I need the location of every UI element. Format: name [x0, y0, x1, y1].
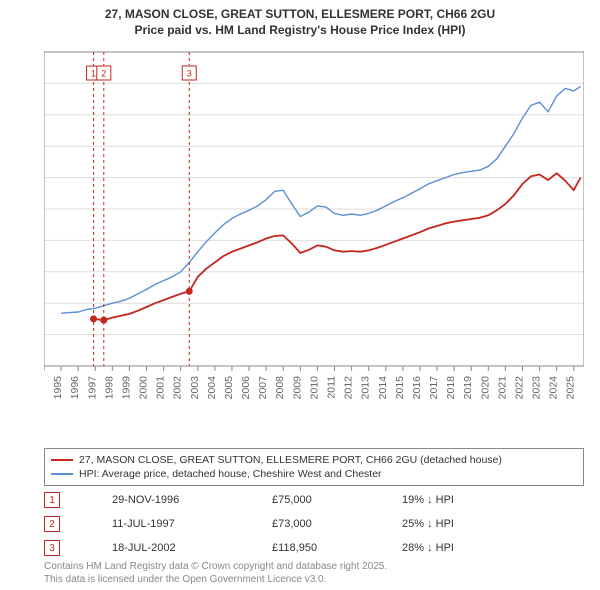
line-chart: £0£50,000£100,000£150,000£200,000£250,00… — [44, 44, 584, 414]
svg-text:2014: 2014 — [377, 376, 389, 400]
svg-text:2009: 2009 — [291, 376, 303, 400]
svg-text:2000: 2000 — [138, 376, 150, 400]
svg-text:1994: 1994 — [44, 376, 47, 400]
sale-row: 3 18-JUL-2002 £118,950 28% ↓ HPI — [44, 538, 584, 558]
title-block: 27, MASON CLOSE, GREAT SUTTON, ELLESMERE… — [0, 0, 600, 40]
attribution-line2: This data is licensed under the Open Gov… — [44, 573, 387, 586]
sale-delta: 28% ↓ HPI — [402, 542, 522, 554]
svg-text:2016: 2016 — [411, 376, 423, 400]
svg-text:1: 1 — [91, 69, 96, 79]
legend-swatch — [51, 473, 73, 475]
svg-text:2017: 2017 — [428, 376, 440, 400]
sale-price: £75,000 — [272, 494, 362, 506]
svg-text:1996: 1996 — [69, 376, 81, 400]
svg-text:2001: 2001 — [155, 376, 167, 400]
svg-text:1995: 1995 — [52, 376, 64, 400]
svg-text:2011: 2011 — [326, 376, 338, 399]
legend-row: HPI: Average price, detached house, Ches… — [51, 467, 577, 481]
svg-text:2020: 2020 — [479, 376, 491, 400]
sale-price: £73,000 — [272, 518, 362, 530]
svg-text:2008: 2008 — [274, 376, 286, 400]
sale-badge: 3 — [44, 540, 60, 556]
svg-text:2004: 2004 — [206, 376, 218, 400]
svg-text:1997: 1997 — [86, 376, 98, 400]
sale-delta: 25% ↓ HPI — [402, 518, 522, 530]
legend-label: 27, MASON CLOSE, GREAT SUTTON, ELLESMERE… — [79, 454, 502, 466]
attribution-line1: Contains HM Land Registry data © Crown c… — [44, 560, 387, 573]
svg-text:2005: 2005 — [223, 376, 235, 400]
sale-price: £118,950 — [272, 542, 362, 554]
svg-text:2003: 2003 — [189, 376, 201, 400]
title-line1: 27, MASON CLOSE, GREAT SUTTON, ELLESMERE… — [0, 6, 600, 22]
svg-text:2021: 2021 — [496, 376, 508, 400]
chart-area: £0£50,000£100,000£150,000£200,000£250,00… — [44, 44, 584, 414]
title-line2: Price paid vs. HM Land Registry's House … — [0, 22, 600, 38]
legend-swatch — [51, 459, 73, 461]
svg-text:2015: 2015 — [394, 376, 406, 400]
svg-text:1998: 1998 — [103, 376, 115, 400]
sale-date: 29-NOV-1996 — [112, 494, 232, 506]
svg-text:2024: 2024 — [548, 376, 560, 400]
svg-text:2025: 2025 — [565, 376, 577, 400]
svg-text:3: 3 — [187, 69, 192, 79]
sale-date: 11-JUL-1997 — [112, 518, 232, 530]
attribution: Contains HM Land Registry data © Crown c… — [44, 560, 387, 586]
svg-text:2013: 2013 — [360, 376, 372, 400]
svg-text:2002: 2002 — [172, 376, 184, 400]
svg-text:2006: 2006 — [240, 376, 252, 400]
svg-text:1999: 1999 — [120, 376, 132, 400]
container: 27, MASON CLOSE, GREAT SUTTON, ELLESMERE… — [0, 0, 600, 590]
svg-text:2018: 2018 — [445, 376, 457, 400]
svg-text:2022: 2022 — [513, 376, 525, 400]
sale-badge: 2 — [44, 516, 60, 532]
svg-text:2019: 2019 — [462, 376, 474, 400]
sale-delta: 19% ↓ HPI — [402, 494, 522, 506]
legend-label: HPI: Average price, detached house, Ches… — [79, 468, 382, 480]
svg-text:2007: 2007 — [257, 376, 269, 400]
legend: 27, MASON CLOSE, GREAT SUTTON, ELLESMERE… — [44, 448, 584, 486]
legend-row: 27, MASON CLOSE, GREAT SUTTON, ELLESMERE… — [51, 453, 577, 467]
svg-text:2010: 2010 — [308, 376, 320, 400]
sale-row: 1 29-NOV-1996 £75,000 19% ↓ HPI — [44, 490, 584, 510]
sale-date: 18-JUL-2002 — [112, 542, 232, 554]
sales-list: 1 29-NOV-1996 £75,000 19% ↓ HPI 2 11-JUL-1997… — [44, 490, 584, 562]
svg-text:2023: 2023 — [531, 376, 543, 400]
sale-badge: 1 — [44, 492, 60, 508]
svg-text:2: 2 — [101, 69, 106, 79]
sale-row: 2 11-JUL-1997 £73,000 25% ↓ HPI — [44, 514, 584, 534]
svg-text:2012: 2012 — [343, 376, 355, 400]
